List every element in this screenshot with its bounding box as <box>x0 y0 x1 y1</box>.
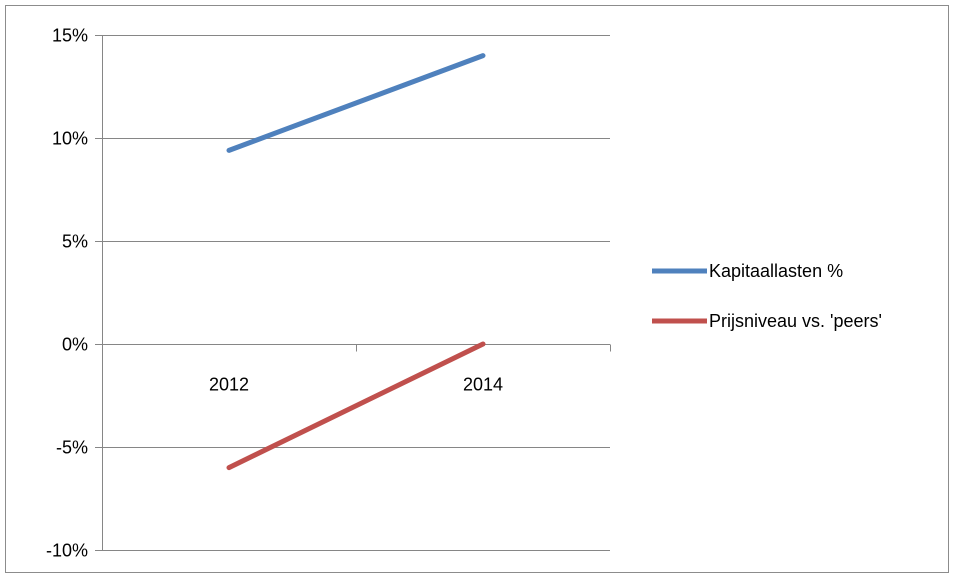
series-lines <box>226 53 486 471</box>
y-tick-label-5: 15% <box>52 26 88 46</box>
y-tick-label-0: -10% <box>46 541 88 561</box>
y-axis-tick-labels: -10% -5% 0% 5% 10% 15% <box>46 26 88 561</box>
axes <box>95 35 611 551</box>
series-line-0 <box>226 53 486 153</box>
y-tick-label-4: 10% <box>52 129 88 149</box>
chart-frame <box>5 5 949 573</box>
y-tick-label-2: 0% <box>62 335 88 355</box>
legend-label-1: Prijsniveau vs. 'peers' <box>709 311 882 331</box>
y-tick-label-3: 5% <box>62 232 88 252</box>
x-axis-tick-labels: 2012 2014 <box>209 375 503 395</box>
legend: Kapitaallasten % Prijsniveau vs. 'peers' <box>652 261 882 331</box>
x-tick-label-2012: 2012 <box>209 375 249 395</box>
x-tick-label-2014: 2014 <box>463 375 503 395</box>
gridlines <box>102 35 610 551</box>
y-tick-label-1: -5% <box>56 438 88 458</box>
legend-label-0: Kapitaallasten % <box>709 261 843 281</box>
series-line-1 <box>226 341 486 471</box>
